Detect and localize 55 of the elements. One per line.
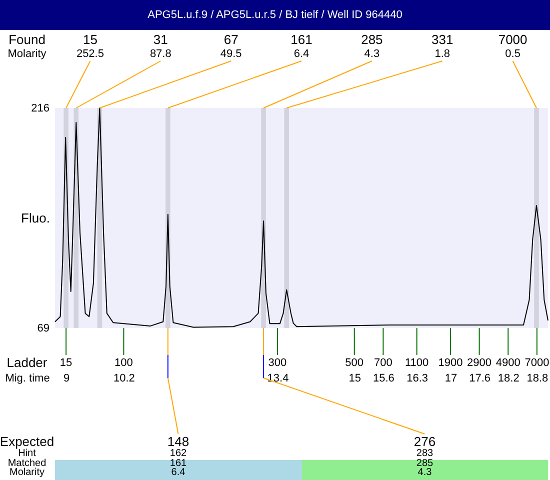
x-tick-label: 17	[444, 372, 458, 384]
line-series	[54, 108, 548, 328]
y-axis-title: Fluo.	[21, 210, 50, 226]
text: 283	[416, 448, 434, 459]
band-label: 161	[290, 32, 312, 47]
x-tick-label: 13.4	[267, 372, 289, 384]
text: 162	[170, 448, 188, 459]
annotation: 49.5	[220, 48, 242, 60]
x-axis-title: Mig. time	[5, 372, 50, 384]
text: 4.3	[418, 467, 432, 478]
annotation: 300	[268, 357, 287, 369]
text: Molarity	[8, 48, 47, 60]
annotation: 1.8	[434, 48, 450, 60]
x-tick-label: 9	[63, 372, 70, 384]
x-tick-label: 10.2	[114, 372, 135, 384]
chart-title: APG5L.u.f.9 / APG5L.u.r.5 / BJ tielf / Well ID 964440	[0, 0, 550, 30]
x-tick-label: 16.3	[406, 372, 428, 384]
annotation: 1900	[438, 357, 463, 369]
annotation: 6.4	[294, 48, 310, 60]
annotation: 7000	[524, 357, 550, 369]
x-tick-label: 18.2	[498, 372, 520, 384]
band-label: 7000	[498, 32, 528, 47]
annotation: 4.3	[364, 48, 380, 60]
annotation: 500	[345, 357, 364, 369]
annotation: 1100	[404, 357, 429, 369]
annotation: 4900	[496, 357, 520, 369]
annotation: 87.8	[150, 48, 172, 60]
band-label: 15	[82, 32, 98, 47]
text: Hint	[18, 448, 36, 459]
band-label: 67	[224, 32, 238, 47]
text: Matched	[8, 458, 46, 469]
text: 161	[170, 458, 188, 469]
text: Found	[8, 32, 46, 47]
annotation: 100	[114, 357, 133, 369]
annotation: 0.5	[505, 48, 520, 60]
text: Expected	[0, 434, 54, 449]
text: Molarity	[9, 467, 45, 478]
y-tick-label: 216	[31, 102, 50, 114]
annotation: 15	[60, 357, 72, 369]
text: 276	[414, 434, 436, 449]
y-tick-label: 69	[37, 322, 50, 334]
text: 285	[416, 458, 434, 469]
annotation: 252.5	[76, 48, 104, 60]
x-tick-label: 15.6	[372, 372, 394, 384]
x-tick-label: 18.8	[526, 372, 548, 384]
text: 6.4	[171, 467, 186, 478]
annotation: 700	[374, 357, 392, 369]
x-tick-label: 15	[348, 372, 361, 384]
band-label: 331	[432, 32, 454, 47]
text: Ladder	[6, 355, 48, 370]
annotation: 2900	[467, 357, 492, 369]
band-label: 31	[153, 32, 168, 47]
text: 148	[167, 434, 190, 449]
band-label: 285	[361, 32, 383, 47]
x-tick-label: 17.6	[469, 372, 490, 384]
